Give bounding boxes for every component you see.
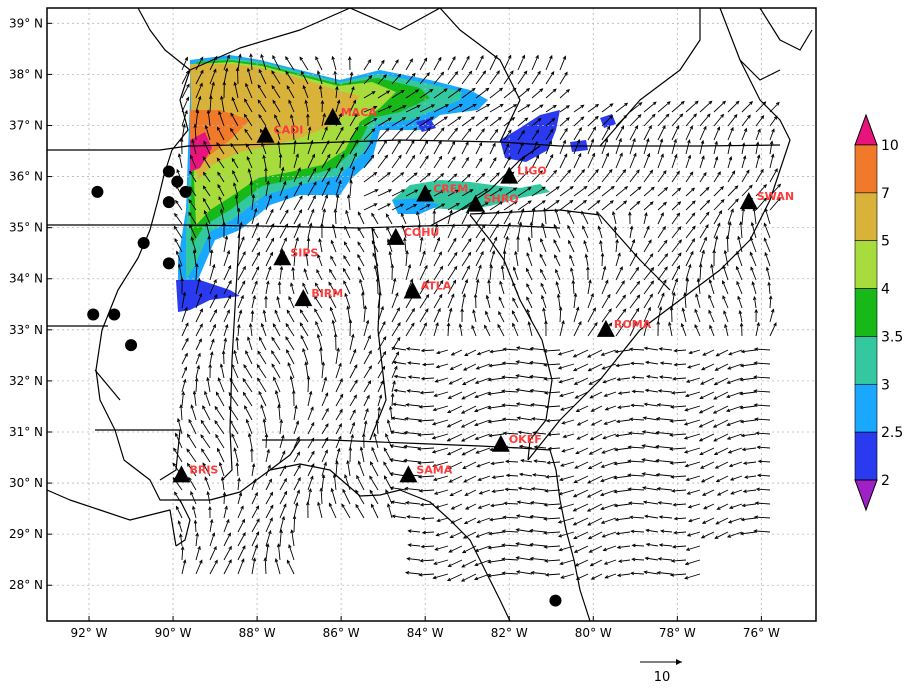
colorbar-label: 10: [881, 138, 899, 154]
lat-tick-label: 37° N: [9, 118, 43, 132]
station-label: MACA: [341, 106, 378, 119]
colorbar-segment: [854, 240, 878, 289]
observation-dot: [125, 339, 138, 352]
observation-dot: [108, 308, 121, 321]
lon-tick-label: 82° W: [491, 626, 528, 640]
lon-tick-label: 92° W: [71, 626, 108, 640]
station-triangle-icon: [273, 248, 292, 266]
colorbar-label: 2: [881, 473, 890, 489]
station-triangle-icon: [500, 166, 519, 184]
station-triangle-icon: [596, 319, 615, 337]
station-label: OKEF: [509, 433, 542, 446]
station-triangle-icon: [739, 192, 758, 210]
state-borders: [47, 8, 813, 621]
colorbar-label: 5: [881, 234, 890, 250]
station-label: SWAN: [757, 190, 794, 203]
station-triangle-icon: [386, 227, 405, 245]
colorbar-label: 2.5: [881, 425, 903, 441]
lon-tick-label: 86° W: [323, 626, 360, 640]
lat-tick-label: 39° N: [9, 16, 43, 30]
colorbar-segment: [854, 431, 878, 481]
station-label: CADI: [274, 124, 304, 137]
colorbar-label: 3.5: [881, 329, 903, 345]
lat-tick-label: 31° N: [9, 425, 43, 439]
station-label: COHU: [404, 226, 440, 239]
station-triangle-icon: [323, 107, 342, 125]
colorbar-segment: [854, 383, 878, 433]
observation-dot: [87, 308, 100, 321]
station-triangle-icon: [399, 465, 418, 483]
colorbar: 10 7 5 4 3.5 3 2.5 2: [854, 113, 903, 512]
station-label: BIRM: [311, 287, 343, 300]
reference-vector: 10: [640, 659, 682, 685]
lon-tick-label: 84° W: [407, 626, 444, 640]
reference-vector-label: 10: [654, 670, 671, 685]
colorbar-label: 4: [881, 282, 890, 298]
colorbar-label: 7: [881, 186, 890, 202]
longitude-axis: 92° W 90° W 88° W 86° W 84° W 82° W 80° W 78° W…: [71, 616, 780, 640]
station-triangle-icon: [256, 125, 275, 143]
station-triangle-icon: [172, 465, 191, 483]
colorbar-bottom-arrow: [854, 479, 878, 512]
lat-tick-label: 38° N: [9, 67, 43, 81]
observation-dots: [87, 165, 562, 607]
station-triangle-icon: [403, 281, 422, 299]
station-triangle-icon: [416, 184, 435, 202]
station-label: SIPS: [290, 246, 318, 259]
colorbar-segment: [854, 192, 878, 242]
station-label: CREM: [433, 182, 468, 195]
plot-frame: [46, 7, 817, 622]
observation-dot: [162, 165, 175, 178]
lon-tick-label: 80° W: [575, 626, 612, 640]
lat-tick-label: 32° N: [9, 374, 43, 388]
latitude-axis: 39° N 38° N 37° N 36° N 35° N 34° N 33° N 32° N…: [9, 16, 52, 592]
lon-tick-label: 78° W: [659, 626, 696, 640]
station-label: SAMA: [416, 463, 452, 476]
observation-dot: [179, 185, 192, 198]
station-triangle-icon: [466, 194, 485, 212]
lon-tick-label: 90° W: [155, 626, 192, 640]
lat-tick-label: 30° N: [9, 476, 43, 490]
observation-dot: [91, 185, 104, 198]
observation-dot: [162, 196, 175, 209]
colorbar-top-arrow: [854, 113, 878, 146]
station-label: ATLA: [421, 280, 452, 293]
lat-tick-label: 29° N: [9, 527, 43, 541]
station-label: SHRO: [484, 193, 519, 206]
observation-dot: [171, 175, 184, 188]
station-triangle-icon: [491, 434, 510, 452]
station-label: LIGO: [517, 165, 546, 178]
colorbar-label: 3: [881, 377, 890, 393]
station-triangle-icon: [294, 289, 313, 307]
lat-tick-label: 36° N: [9, 170, 43, 184]
lat-tick-label: 34° N: [9, 272, 43, 286]
observation-dot: [137, 236, 150, 249]
lon-tick-label: 76° W: [743, 626, 780, 640]
colorbar-segment: [854, 336, 878, 385]
station-label: BRIS: [189, 463, 218, 476]
colorbar-segment: [854, 144, 878, 194]
lon-tick-label: 88° W: [239, 626, 276, 640]
station-label: ROMA: [614, 318, 652, 331]
station-markers: CADI MACA LIGO CREM SHRO COHU SWAN SIPS BIRM ATLA…: [172, 106, 794, 483]
wind-vectors: [172, 53, 782, 582]
lat-tick-label: 28° N: [9, 578, 43, 592]
lat-tick-label: 33° N: [9, 323, 43, 337]
colorbar-segment: [854, 288, 878, 337]
lat-tick-label: 35° N: [9, 221, 43, 235]
observation-dot: [162, 257, 175, 270]
observation-dot: [549, 594, 562, 607]
